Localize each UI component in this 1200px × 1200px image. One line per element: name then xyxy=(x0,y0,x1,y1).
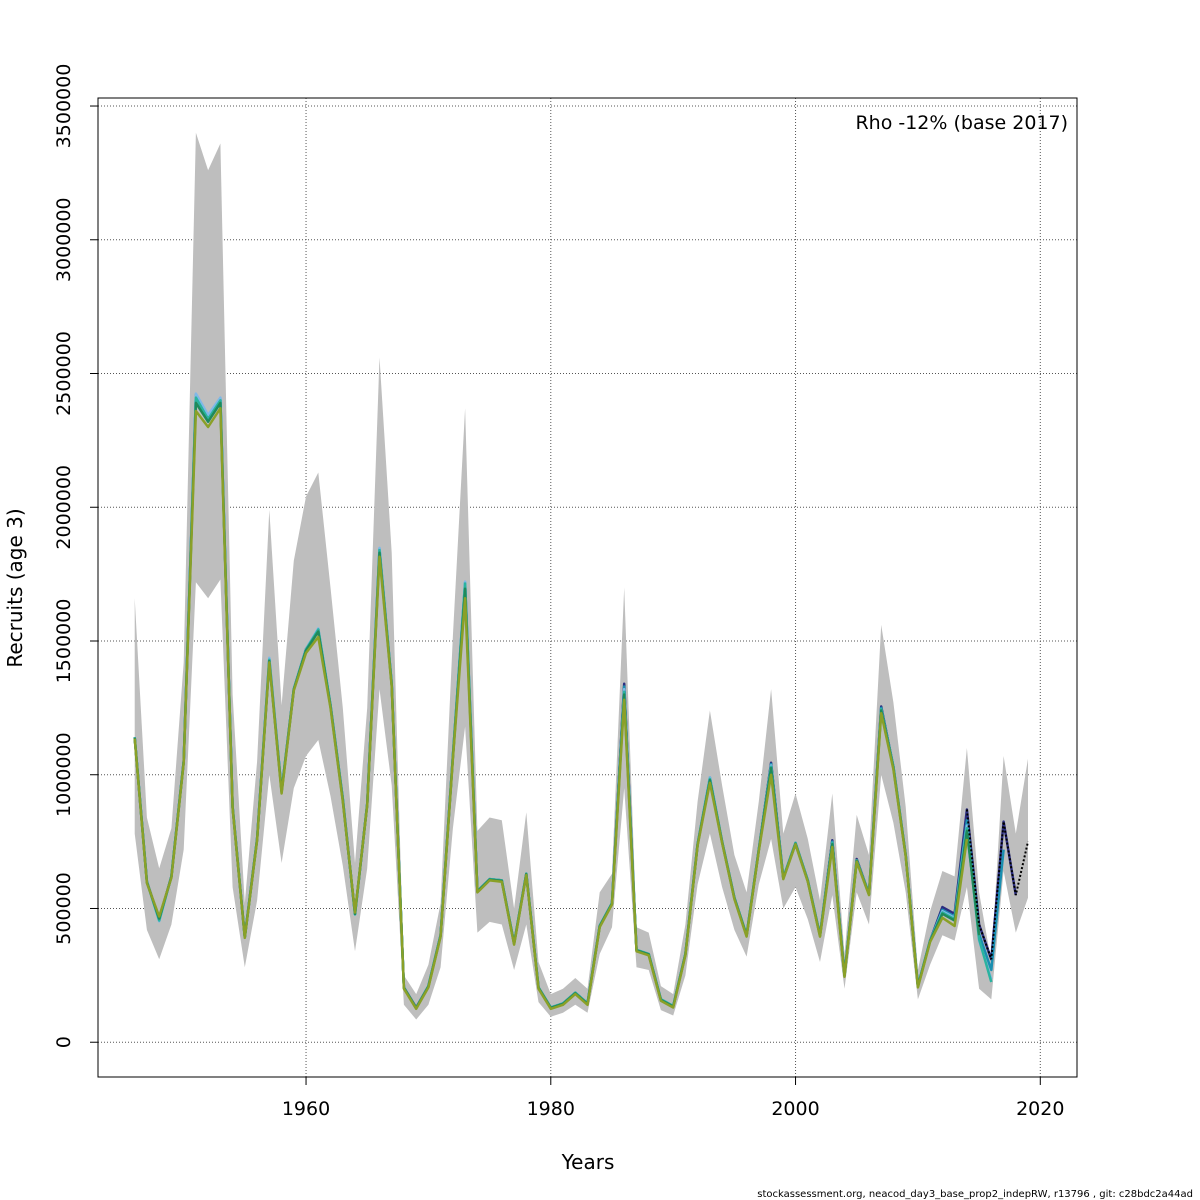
x-tick-label-2: 2000 xyxy=(771,1098,819,1120)
grid-lines xyxy=(98,98,1077,1077)
x-tick-label-0: 1960 xyxy=(282,1098,330,1120)
plot-frame xyxy=(97,97,1078,1078)
series-layer xyxy=(133,392,1018,1011)
series-line-5 xyxy=(133,407,969,1011)
dotted-extension-layer xyxy=(965,809,1029,960)
y-tick-label-3: 1500000 xyxy=(53,599,75,684)
y-axis-title: Recruits (age 3) xyxy=(3,508,27,667)
x-axis-title: Years xyxy=(561,1150,615,1174)
rho-annotation: Rho -12% (base 2017) xyxy=(855,112,1068,134)
dotted-extension-line xyxy=(965,809,1029,960)
confidence-band xyxy=(134,132,1028,1020)
y-axis: 0 500000 1000000 1500000 2000000 2500000 30000… xyxy=(53,64,98,1048)
x-tick-label-1: 1980 xyxy=(527,1098,575,1120)
y-tick-label-4: 2000000 xyxy=(53,465,75,550)
y-tick-label-5: 2500000 xyxy=(53,331,75,416)
y-tick-label-0: 0 xyxy=(53,1036,75,1048)
y-tick-label-7: 3500000 xyxy=(53,64,75,149)
y-tick-label-2: 1000000 xyxy=(53,732,75,817)
confidence-band-layer xyxy=(134,132,1028,1020)
x-tick-label-3: 2020 xyxy=(1016,1098,1064,1120)
y-tick-label-1: 500000 xyxy=(53,872,75,945)
footer-note: stockassessment.org, neacod_day3_base_pr… xyxy=(757,1189,1193,1200)
y-tick-label-6: 3000000 xyxy=(53,197,75,282)
x-axis: 1960 1980 2000 2020 xyxy=(282,1077,1064,1120)
